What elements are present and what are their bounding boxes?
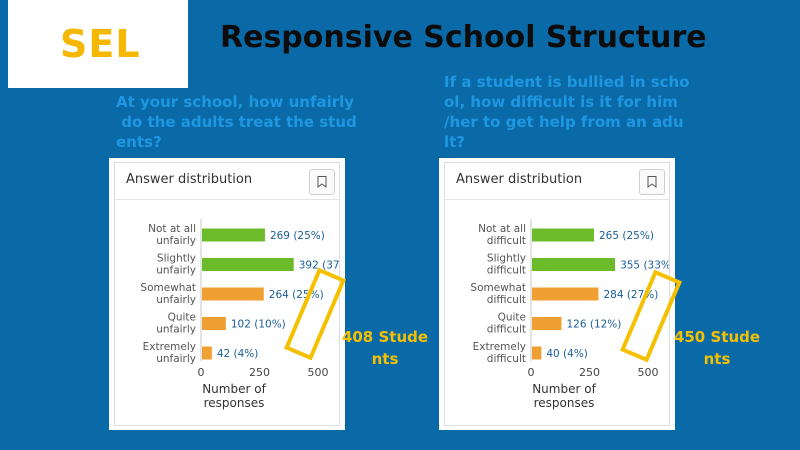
category-label: Extremely: [143, 341, 196, 353]
answer-card-1: Answer distribution Not at all unfairly 26…: [114, 162, 340, 426]
x-axis-label: responses: [534, 396, 595, 410]
category-label: Extremely: [473, 341, 526, 353]
x-tick-label: 0: [198, 366, 205, 379]
data-label: 126 (12%): [566, 319, 621, 331]
category-label: unfairly: [156, 265, 196, 277]
bookmark-icon: [317, 176, 327, 188]
x-axis-label: Number of: [202, 382, 266, 396]
answer-card-2: Answer distribution Not at all difficult 2…: [444, 162, 670, 426]
data-label: 355 (33%): [620, 260, 669, 272]
question-1: At your school, how unfairly do the adul…: [116, 93, 357, 151]
data-label: 265 (25%): [599, 230, 654, 242]
page-title: Responsive School Structure: [220, 20, 707, 55]
student-count-callout-2: 450 Stude nts: [673, 328, 761, 368]
question-2: If a student is bullied in scho ol, how …: [444, 73, 690, 151]
x-tick-label: 250: [249, 366, 270, 379]
student-count-callout-1: 408 Stude nts: [341, 328, 429, 368]
category-label: difficult: [487, 353, 526, 365]
category-label: unfairly: [156, 353, 196, 365]
category-label: unfairly: [156, 294, 196, 306]
bar: [532, 287, 599, 301]
category-label: Somewhat: [140, 282, 196, 294]
card-header: Answer distribution: [445, 163, 669, 200]
card-header: Answer distribution: [115, 163, 339, 200]
bar: [532, 346, 542, 360]
bar: [532, 228, 595, 242]
data-label: 42 (4%): [217, 348, 259, 360]
data-label: 264 (25%): [269, 289, 324, 301]
category-label: Slightly: [487, 253, 526, 265]
category-label: Not at all: [148, 223, 196, 235]
answer-panel-1: Answer distribution Not at all unfairly 26…: [109, 158, 345, 430]
data-label: 392 (37%): [299, 260, 339, 272]
x-axis-label: Number of: [532, 382, 596, 396]
logo-box: SEL: [8, 0, 188, 88]
category-label: Not at all: [478, 223, 526, 235]
data-label: 40 (4%): [546, 348, 588, 360]
category-label: difficult: [487, 265, 526, 277]
data-label: 102 (10%): [231, 319, 286, 331]
bar: [202, 346, 212, 360]
bar: [202, 258, 294, 271]
bar: [532, 317, 562, 330]
category-label: Somewhat: [470, 282, 526, 294]
bar: [532, 258, 616, 271]
category-label: unfairly: [156, 324, 196, 336]
bookmark-button[interactable]: [639, 169, 665, 195]
bar: [202, 287, 264, 301]
bar: [202, 317, 226, 330]
category-label: unfairly: [156, 235, 196, 247]
category-label: difficult: [487, 324, 526, 336]
bookmark-icon: [647, 176, 657, 188]
data-label: 284 (27%): [603, 289, 658, 301]
x-axis-label: responses: [204, 396, 265, 410]
category-label: difficult: [487, 294, 526, 306]
category-label: Quite: [498, 312, 526, 324]
x-tick-label: 0: [528, 366, 535, 379]
category-label: difficult: [487, 235, 526, 247]
x-tick-label: 250: [579, 366, 600, 379]
card-title: Answer distribution: [456, 172, 583, 187]
bookmark-button[interactable]: [309, 169, 335, 195]
category-label: Slightly: [157, 253, 196, 265]
logo-text: SEL: [60, 22, 141, 66]
card-title: Answer distribution: [126, 172, 253, 187]
answer-panel-2: Answer distribution Not at all difficult 2…: [439, 158, 675, 430]
data-label: 269 (25%): [270, 230, 325, 242]
x-tick-label: 500: [638, 366, 659, 379]
category-label: Quite: [168, 312, 196, 324]
bar: [202, 228, 265, 242]
x-tick-label: 500: [308, 366, 329, 379]
